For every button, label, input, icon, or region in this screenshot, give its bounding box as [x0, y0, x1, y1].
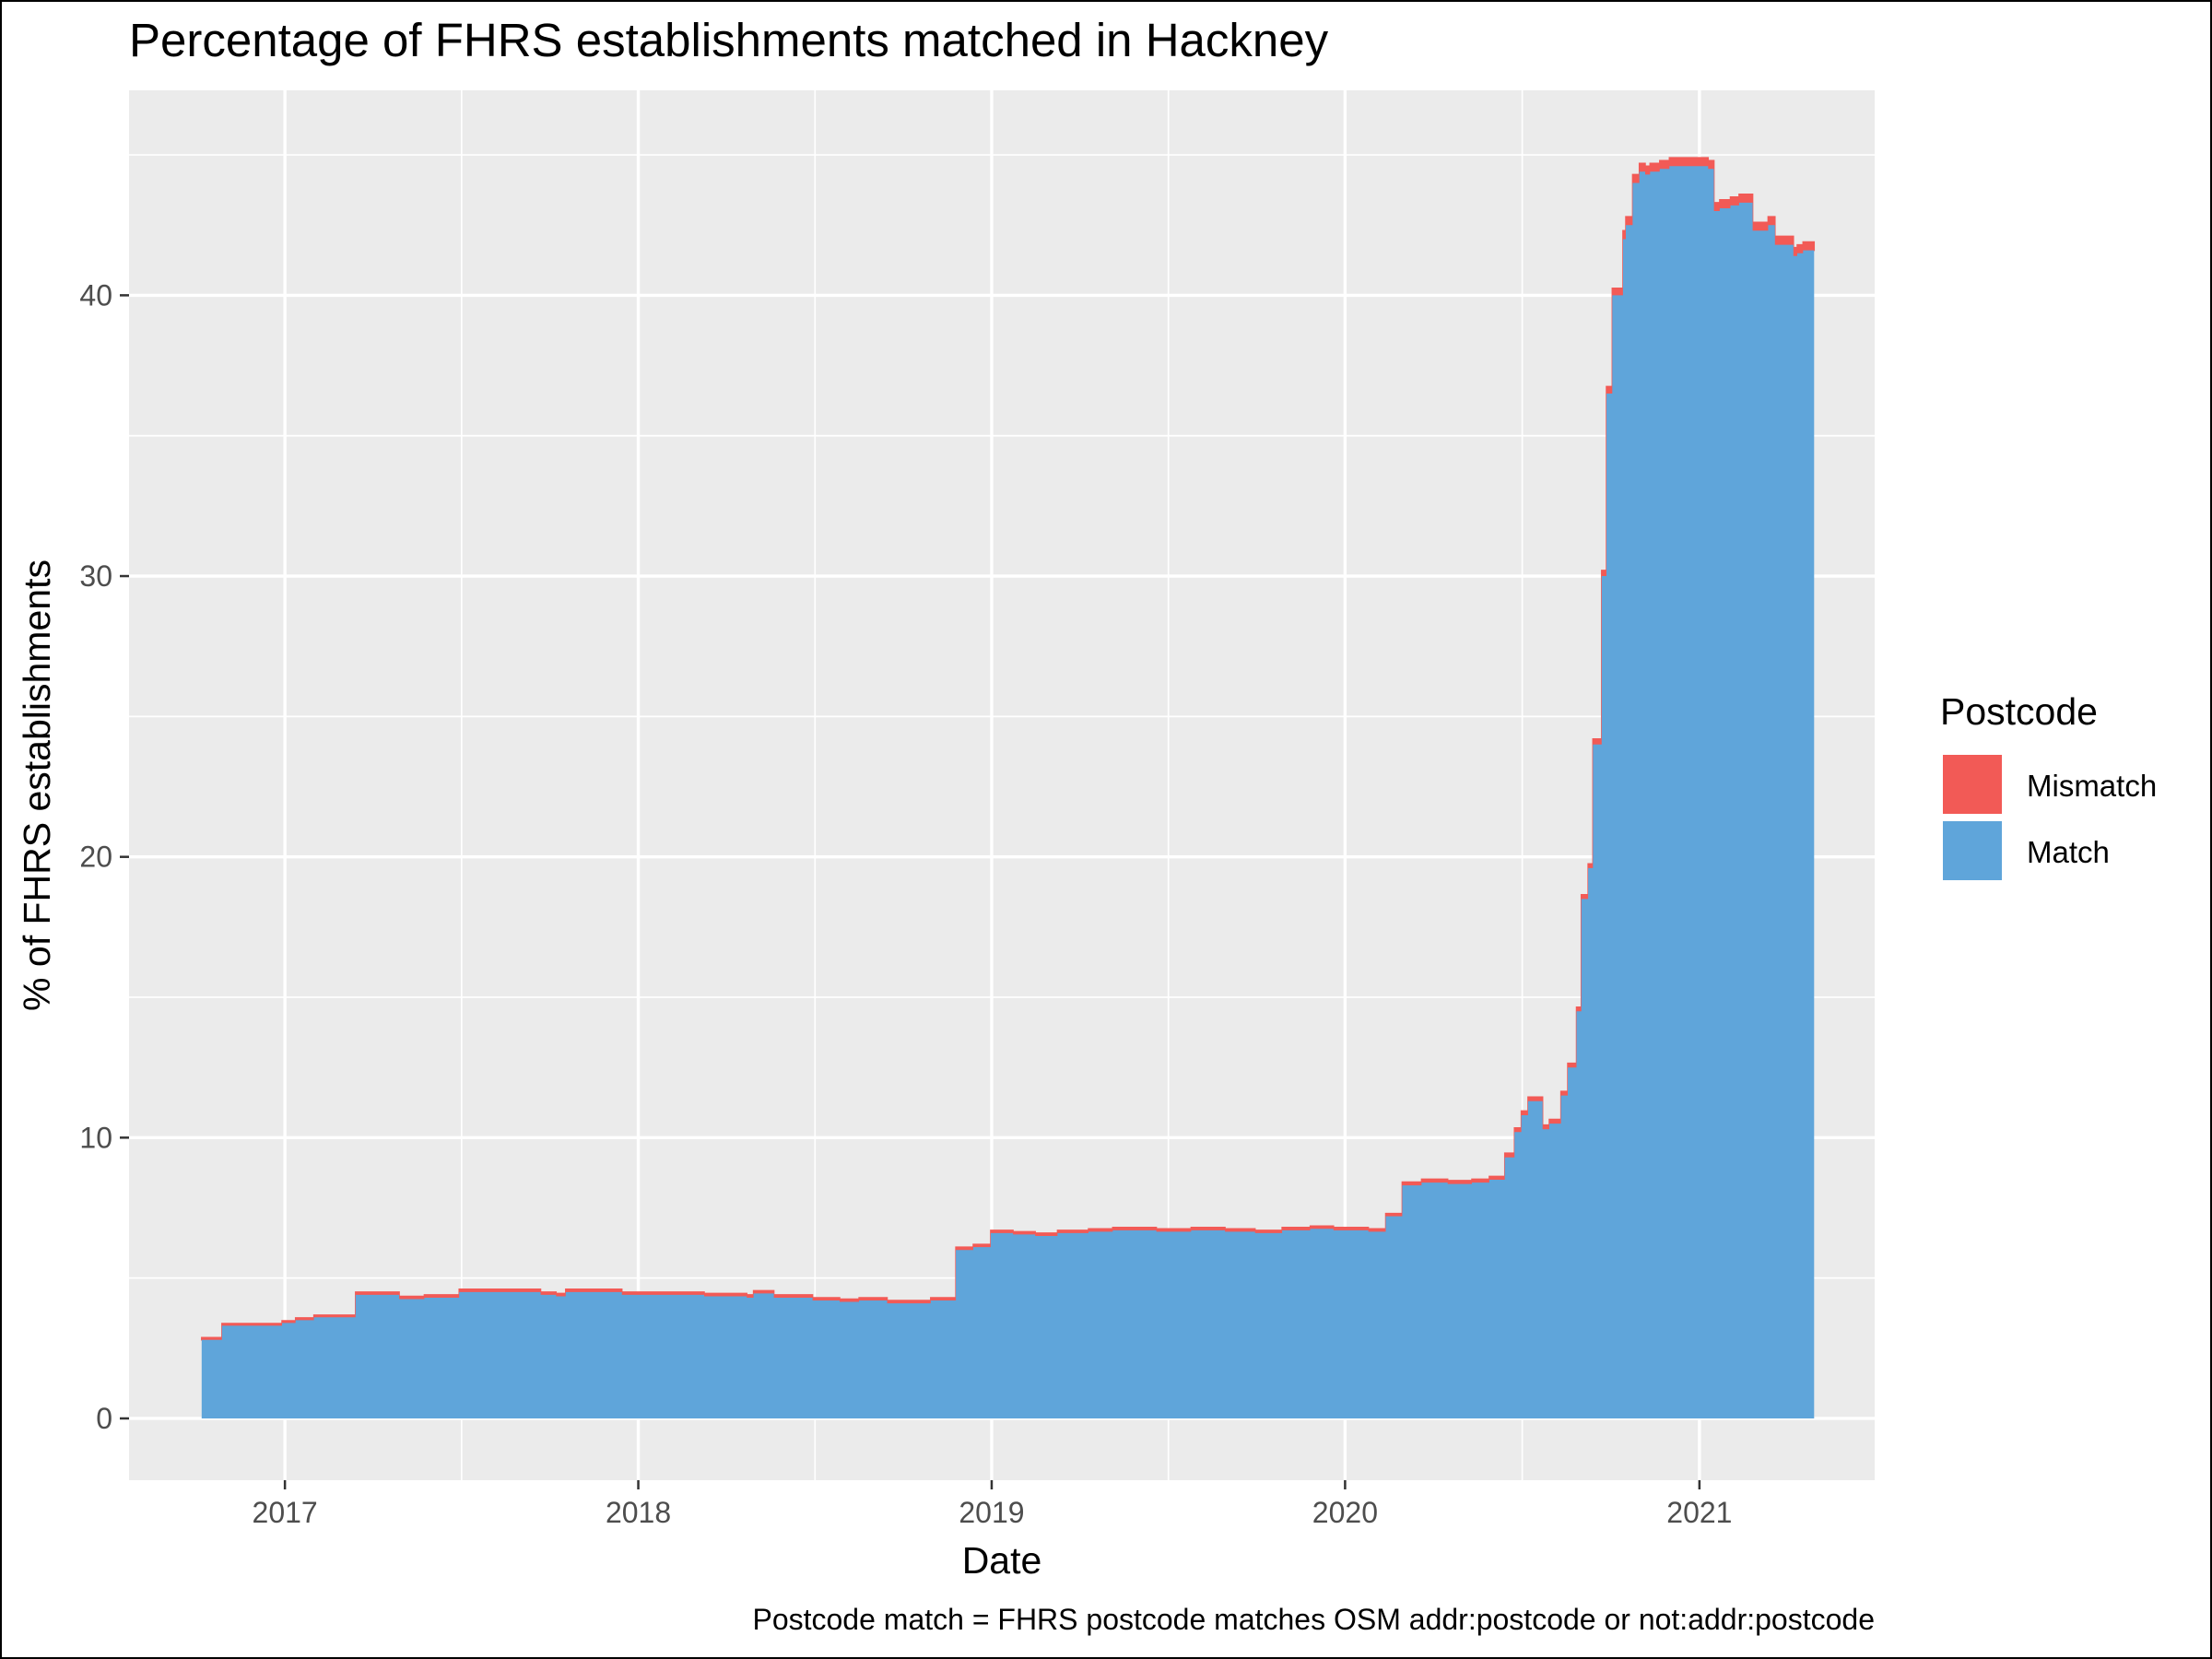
legend-label-mismatch: Mismatch: [2027, 769, 2157, 803]
x-tick-label: 2021: [1666, 1496, 1732, 1529]
y-tick-label: 40: [79, 278, 112, 312]
series-area-match: [201, 166, 1815, 1418]
area-layer: [201, 157, 1816, 1418]
x-axis-title: Date: [962, 1539, 1042, 1582]
x-tick-label: 2019: [959, 1496, 1024, 1529]
legend: Postcode Mismatch Match: [1940, 690, 2157, 882]
legend-title: Postcode: [1940, 690, 2098, 733]
y-axis-title: % of FHRS establishments: [16, 559, 58, 1011]
x-axis-tick-labels: 2017 2018 2019 2020 2021: [253, 1496, 1733, 1529]
x-tick-label: 2017: [253, 1496, 318, 1529]
grid-minor: [129, 90, 1875, 1480]
legend-swatch-match: [1943, 821, 2002, 880]
chart-title: Percentage of FHRS establishments matche…: [129, 14, 1329, 66]
chart-caption: Postcode match = FHRS postcode matches O…: [752, 1603, 1875, 1636]
legend-swatch-mismatch: [1943, 755, 2002, 814]
y-tick-label: 0: [96, 1402, 112, 1435]
x-tick-label: 2020: [1312, 1496, 1378, 1529]
y-tick-label: 30: [79, 559, 112, 593]
y-axis-ticks: [120, 294, 129, 1420]
legend-label-match: Match: [2027, 835, 2110, 869]
y-tick-label: 10: [79, 1121, 112, 1154]
y-tick-label: 20: [79, 841, 112, 874]
x-tick-label: 2018: [606, 1496, 671, 1529]
y-axis-tick-labels: 0 10 20 30 40: [79, 278, 112, 1435]
x-axis-ticks: [283, 1480, 1701, 1489]
